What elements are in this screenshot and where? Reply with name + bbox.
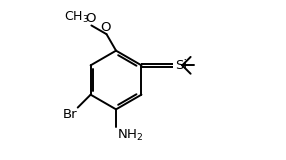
Text: Br: Br	[63, 108, 78, 121]
Text: Si: Si	[175, 59, 187, 72]
Text: CH$_3$: CH$_3$	[64, 10, 90, 25]
Text: O: O	[100, 21, 111, 34]
Text: O: O	[85, 12, 96, 25]
Text: NH$_2$: NH$_2$	[117, 128, 143, 143]
